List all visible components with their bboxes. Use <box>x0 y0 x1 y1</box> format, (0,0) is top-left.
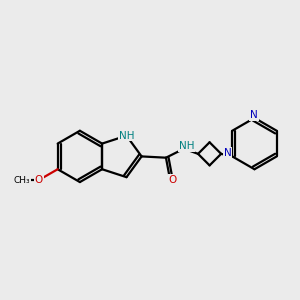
Text: N: N <box>250 110 258 120</box>
Text: O: O <box>169 175 177 184</box>
Text: O: O <box>34 175 43 185</box>
Text: CH₃: CH₃ <box>14 176 30 184</box>
Text: N: N <box>224 148 231 158</box>
Text: NH: NH <box>179 141 194 151</box>
Text: NH: NH <box>119 131 134 141</box>
